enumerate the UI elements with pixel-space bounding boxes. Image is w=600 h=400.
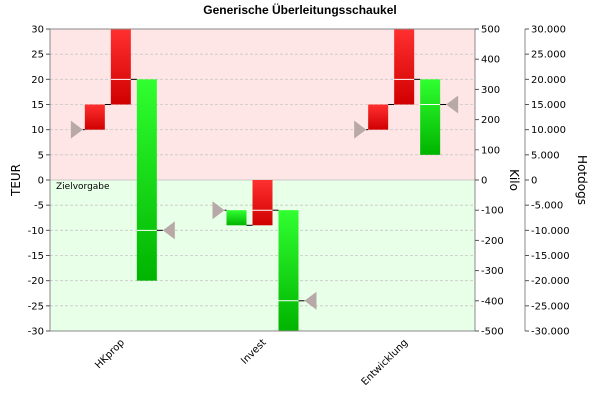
y-tick-label-hotdogs: 0 (531, 176, 537, 187)
y-tick-label-left: 5 (38, 150, 44, 161)
y-tick-label-left: -10 (28, 226, 44, 237)
y-tick-label-left: 15 (31, 100, 44, 111)
end-marker (304, 291, 317, 310)
y-tick-label-left: -5 (34, 201, 44, 212)
y-tick-label-hotdogs: -15.000 (531, 251, 570, 262)
y-axis-label-kilo: Kilo (507, 169, 521, 191)
y-tick-label-kilo: -200 (481, 236, 504, 247)
x-tick-label: Invest (239, 337, 268, 366)
x-tick-label: Entwicklung (360, 337, 411, 388)
y-tick-label-hotdogs: 20.000 (531, 75, 566, 86)
y-tick-label-hotdogs: 30.000 (531, 25, 566, 36)
start-marker (70, 120, 83, 139)
end-marker (446, 95, 459, 114)
decrease-bar (226, 210, 247, 226)
chart-title: Generische Überleitungsschaukel (203, 2, 396, 17)
increase-bar (84, 104, 105, 130)
y-tick-label-left: 25 (31, 50, 44, 61)
y-tick-label-hotdogs: -10.000 (531, 226, 570, 237)
end-marker (162, 221, 175, 240)
y-tick-label-kilo: 0 (481, 176, 487, 187)
y-tick-label-left: -15 (28, 251, 44, 262)
y-tick-label-hotdogs: -25.000 (531, 301, 570, 312)
increase-bar (368, 104, 389, 130)
y-tick-label-left: -20 (28, 276, 44, 287)
y-tick-label-left: 10 (31, 125, 44, 136)
y-tick-label-kilo: 500 (481, 25, 500, 36)
y-tick-label-left: -30 (28, 327, 44, 338)
y-tick-label-left: 20 (31, 75, 44, 86)
y-tick-label-hotdogs: 5.000 (531, 150, 560, 161)
y-tick-label-kilo: -400 (481, 296, 504, 307)
y-tick-label-kilo: -300 (481, 266, 504, 277)
start-marker (354, 120, 367, 139)
y-axis-label-left: TEUR (9, 164, 23, 197)
y-tick-label-kilo: 200 (481, 115, 500, 126)
axes: -30 -25 -20 -15 -10 -5 0 5 10 15 20 25 30 -500 -400 -30… (28, 25, 570, 338)
y-axis-label-hotdogs: Hotdogs (575, 155, 589, 205)
y-tick-label-kilo: -100 (481, 206, 504, 217)
y-tick-label-hotdogs: -5.000 (531, 201, 563, 212)
increase-bar (252, 180, 273, 226)
y-tick-label-kilo: 300 (481, 85, 500, 96)
y-tick-label-kilo: 100 (481, 145, 500, 156)
decrease-bar (420, 79, 441, 155)
x-tick-label: HKprop (93, 337, 127, 371)
y-tick-label-hotdogs: -30.000 (531, 327, 570, 338)
y-tick-label-kilo: -500 (481, 327, 504, 338)
y-tick-label-kilo: 400 (481, 55, 500, 66)
increase-bar (394, 29, 415, 105)
y-tick-label-hotdogs: -20.000 (531, 276, 570, 287)
y-tick-label-hotdogs: 10.000 (531, 125, 566, 136)
y-tick-label-left: -25 (28, 301, 44, 312)
decrease-bar (278, 210, 299, 331)
y-tick-label-hotdogs: 25.000 (531, 50, 566, 61)
y-tick-label-left: 0 (38, 176, 44, 187)
decrease-bar (136, 79, 157, 281)
target-annotation: Zielvorgabe (56, 182, 110, 192)
y-tick-label-hotdogs: 15.000 (531, 100, 566, 111)
start-marker (212, 201, 225, 220)
increase-bar (110, 29, 131, 105)
y-tick-label-left: 30 (31, 25, 44, 36)
